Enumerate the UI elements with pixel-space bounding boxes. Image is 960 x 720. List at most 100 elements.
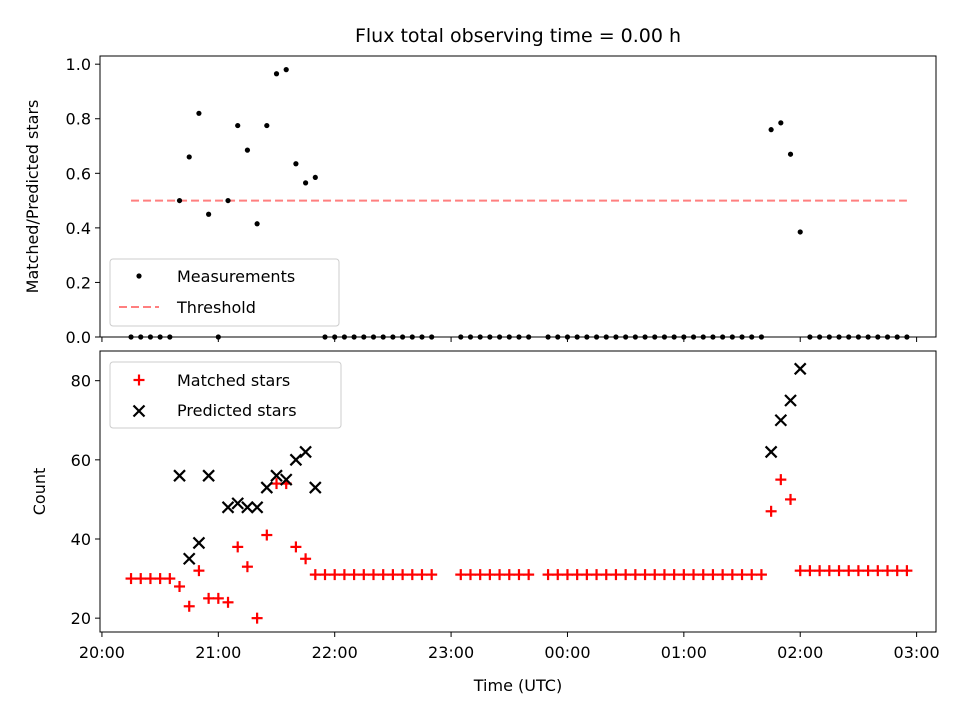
matched-star-point: [348, 569, 360, 581]
matched-star-point: [726, 569, 738, 581]
matched-star-point: [707, 569, 719, 581]
measurement-point: [206, 211, 212, 217]
matched-star-point: [552, 569, 564, 581]
matched-star-point: [814, 565, 826, 577]
matched-star-point: [620, 569, 632, 581]
measurement-point: [312, 174, 318, 181]
bottom-panel-count-plot: 20 40 60 80 20:00 21:00 22:00 23:00 00:00 01:00 02…: [30, 350, 940, 662]
predicted-star-point: [774, 413, 788, 427]
matched-star-point: [688, 569, 700, 581]
matched-star-point: [377, 569, 389, 581]
top-y-tick-label: 0.8: [66, 110, 91, 129]
matched-star-point: [697, 569, 709, 581]
matched-star-point: [271, 478, 283, 490]
predicted-star-point: [309, 481, 322, 494]
matched-star-point: [261, 529, 273, 541]
matched-star-point: [455, 569, 467, 581]
matched-star-point: [174, 580, 186, 592]
bottom-x-tick-label: 23:00: [428, 643, 474, 662]
matched-star-point: [358, 569, 370, 581]
measurement-point: [244, 147, 251, 153]
matched-star-point: [542, 569, 554, 581]
bottom-x-tick-label: 21:00: [195, 643, 241, 662]
measurement-point: [264, 122, 270, 129]
bottom-x-tick-label: 03:00: [894, 643, 940, 662]
bottom-x-tick-label: 22:00: [312, 643, 358, 662]
legend-measurement-marker: [136, 273, 142, 279]
matched-star-point: [387, 569, 399, 581]
bottom-x-tick-label: 00:00: [544, 643, 590, 662]
matched-star-point: [319, 569, 331, 581]
measurement-point: [797, 229, 803, 235]
top-legend: Measurements Threshold: [109, 258, 340, 327]
measurement-point: [283, 67, 289, 73]
bottom-y-axis-label: Count: [30, 468, 49, 516]
bottom-y-tick-label: 40: [71, 530, 91, 549]
predicted-star-point: [192, 536, 206, 550]
measurement-point: [303, 180, 309, 186]
matched-star-point: [658, 569, 670, 581]
matched-star-point: [232, 541, 244, 553]
matched-star-point: [183, 600, 195, 612]
x-axis-label: Time (UTC): [473, 676, 562, 695]
measurement-point: [176, 197, 183, 204]
bottom-legend: Matched stars Predicted stars: [109, 361, 342, 429]
predicted-star-point: [289, 453, 303, 467]
matched-star-point: [755, 569, 767, 581]
top-y-tick-label: 0.2: [66, 273, 91, 292]
matched-star-point: [833, 565, 845, 577]
bottom-y-tick-label: 60: [71, 451, 91, 470]
matched-star-point: [639, 569, 651, 581]
matched-star-point: [882, 565, 894, 577]
top-legend-box: [109, 258, 340, 327]
matched-star-point: [591, 569, 603, 581]
legend-threshold-label: Threshold: [176, 298, 256, 317]
top-y-axis-label: Matched/Predicted stars: [23, 100, 42, 294]
predicted-star-point: [231, 497, 244, 510]
measurement-point: [273, 71, 280, 77]
matched-star-point: [300, 553, 312, 565]
measurement-point: [186, 154, 192, 160]
matched-star-point: [872, 565, 884, 577]
matched-star-point: [474, 569, 486, 581]
top-y-tick-label: 0.6: [66, 164, 91, 183]
matched-star-point: [804, 565, 816, 577]
matched-star-point: [222, 596, 234, 608]
matched-star-point: [464, 569, 476, 581]
matched-star-point: [649, 569, 661, 581]
matched-star-point: [785, 493, 797, 505]
bottom-plot-frame: [99, 350, 937, 633]
matched-star-point: [775, 474, 787, 486]
predicted-star-point: [764, 445, 778, 459]
measurement-point: [235, 122, 241, 129]
measurement-point: [787, 151, 794, 157]
matched-star-point: [862, 565, 874, 577]
top-y-tick-label: 0.4: [66, 219, 91, 238]
matched-star-point: [309, 569, 321, 581]
matched-star-point: [193, 565, 205, 577]
matched-star-point: [290, 541, 302, 553]
matched-star-point: [241, 561, 253, 573]
matched-star-point: [523, 569, 535, 581]
matched-star-point: [406, 569, 418, 581]
matched-star-point: [135, 573, 147, 585]
matched-star-point: [426, 569, 438, 581]
matched-star-point: [794, 565, 806, 577]
measurement-point: [778, 120, 784, 126]
matched-star-point: [503, 569, 515, 581]
matched-star-point: [668, 569, 680, 581]
legend-predicted-marker: [132, 404, 146, 418]
bottom-x-tick-label: 20:00: [79, 643, 125, 662]
matched-star-point: [736, 569, 748, 581]
predicted-star-point: [260, 481, 274, 494]
predicted-star-point: [202, 469, 215, 482]
measurement-point: [768, 127, 774, 133]
measurement-point: [293, 161, 299, 167]
measurement-point: [254, 221, 260, 227]
top-plot-frame: [99, 55, 937, 338]
matched-star-point: [678, 569, 690, 581]
predicted-star-point: [299, 445, 312, 459]
matched-star-point: [484, 569, 496, 581]
predicted-star-point: [270, 469, 283, 482]
bottom-y-tick-label: 20: [71, 609, 91, 628]
